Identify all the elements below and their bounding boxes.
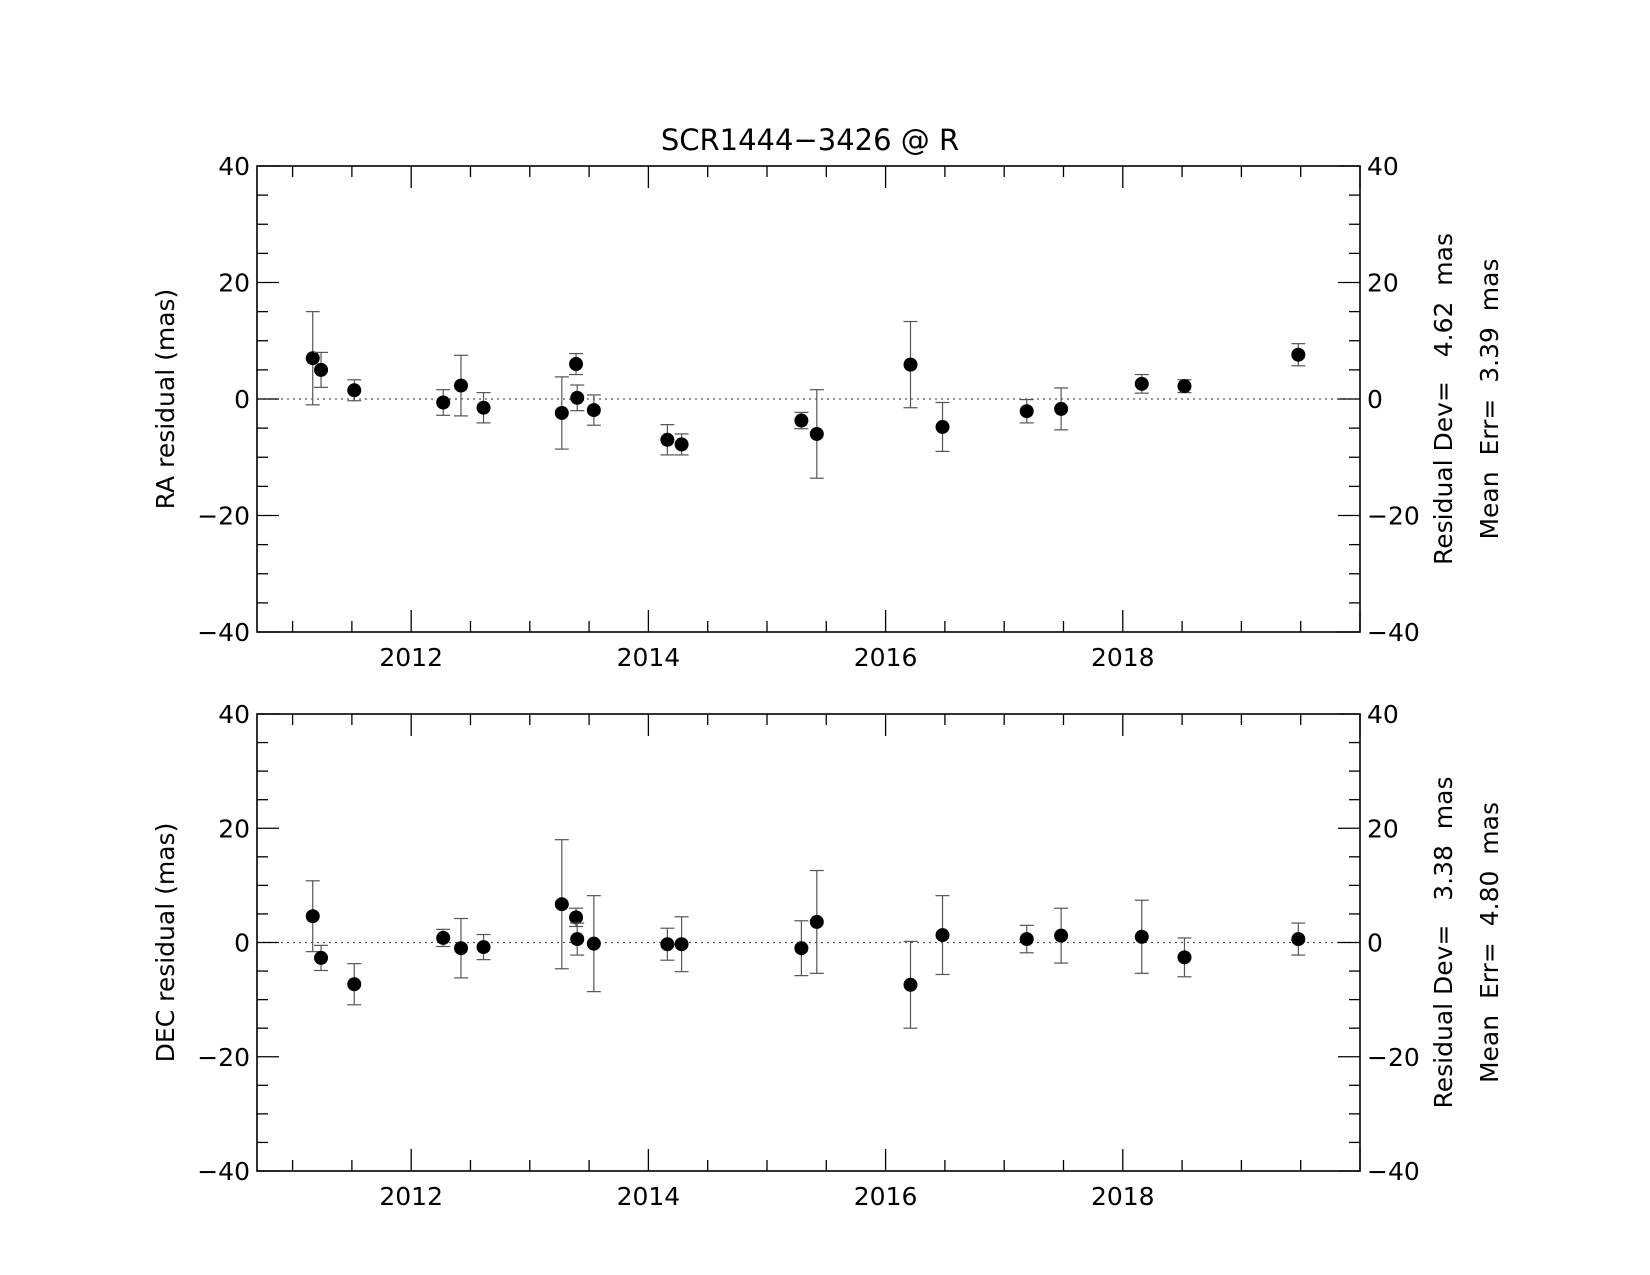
- x-tick-label: 2012: [379, 643, 443, 672]
- y-tick-label-left: 40: [218, 152, 250, 181]
- y-tick-label-right: 20: [1367, 814, 1399, 843]
- mean-err-label: Mean Err= 4.80 mas: [1475, 802, 1504, 1083]
- y-tick-label-left: 40: [218, 700, 250, 729]
- data-point: [1134, 929, 1149, 944]
- data-point: [935, 928, 950, 943]
- data-point: [1291, 932, 1306, 947]
- y-tick-label-left: −40: [197, 1157, 250, 1186]
- data-point: [554, 405, 569, 420]
- data-point: [554, 897, 569, 912]
- y-axis-label: RA residual (mas): [151, 289, 180, 510]
- x-tick-label: 2014: [617, 643, 681, 672]
- mean-err-label: Mean Err= 3.39 mas: [1475, 258, 1504, 539]
- data-point: [436, 930, 451, 945]
- data-point: [935, 419, 950, 434]
- data-point: [569, 357, 584, 372]
- data-point: [809, 914, 824, 929]
- y-tick-label-right: 20: [1367, 269, 1399, 298]
- y-tick-label-right: 40: [1367, 700, 1399, 729]
- data-point: [903, 977, 918, 992]
- y-tick-label-left: 0: [234, 929, 250, 958]
- y-axis-label: DEC residual (mas): [151, 823, 180, 1063]
- data-point: [1019, 404, 1034, 419]
- y-tick-label-left: −20: [197, 502, 250, 531]
- data-point: [305, 909, 320, 924]
- y-tick-label-left: −40: [197, 618, 250, 647]
- x-tick-label: 2018: [1091, 1182, 1155, 1211]
- data-point: [1054, 928, 1069, 943]
- figure-title: SCR1444−3426 @ R: [661, 123, 959, 157]
- x-tick-label: 2018: [1091, 643, 1155, 672]
- y-tick-label-right: −20: [1367, 1043, 1420, 1072]
- y-tick-label-left: 0: [234, 385, 250, 414]
- data-point: [453, 941, 468, 956]
- data-point: [903, 357, 918, 372]
- data-point: [347, 977, 362, 992]
- residual-dev-label: Residual Dev= 4.62 mas: [1429, 233, 1458, 565]
- data-point: [436, 395, 451, 410]
- data-point: [570, 390, 585, 405]
- y-tick-label-right: −40: [1367, 1157, 1420, 1186]
- y-tick-label-right: −40: [1367, 618, 1420, 647]
- data-point: [314, 362, 329, 377]
- y-tick-label-left: 20: [218, 814, 250, 843]
- data-point: [1177, 379, 1192, 394]
- x-tick-label: 2012: [379, 1182, 443, 1211]
- data-point: [1019, 932, 1034, 947]
- y-tick-label-right: 40: [1367, 152, 1399, 181]
- x-tick-label: 2014: [617, 1182, 681, 1211]
- data-point: [305, 351, 320, 366]
- data-point: [476, 400, 491, 415]
- data-point: [586, 936, 601, 951]
- data-point: [314, 950, 329, 965]
- data-point: [809, 426, 824, 441]
- data-point: [569, 910, 584, 925]
- y-tick-label-left: −20: [197, 1043, 250, 1072]
- data-point: [586, 403, 601, 418]
- data-point: [660, 937, 675, 952]
- data-point: [1291, 347, 1306, 362]
- data-point: [1054, 401, 1069, 416]
- data-point: [1134, 376, 1149, 391]
- x-tick-label: 2016: [854, 1182, 918, 1211]
- dec-residual-panel: 2012 2014 2016 2018 −40 −40 −20 −20 0 0 20 20 40 40 DE…: [151, 700, 1504, 1211]
- data-point: [453, 378, 468, 393]
- y-tick-label-left: 20: [218, 269, 250, 298]
- x-tick-label: 2016: [854, 643, 918, 672]
- data-point: [674, 437, 689, 452]
- y-tick-label-right: −20: [1367, 502, 1420, 531]
- data-point: [347, 383, 362, 398]
- data-point: [570, 932, 585, 947]
- data-point: [794, 941, 809, 956]
- y-tick-label-right: 0: [1367, 929, 1383, 958]
- data-point: [660, 432, 675, 447]
- residual-dev-label: Residual Dev= 3.38 mas: [1429, 777, 1458, 1109]
- data-point: [1177, 950, 1192, 965]
- data-point: [476, 940, 491, 955]
- y-tick-label-right: 0: [1367, 385, 1383, 414]
- ra-residual-panel: 2012 2014 2016 2018 −40 −40 −20 −20 0 0 20 20 40 40 RA…: [151, 152, 1504, 672]
- data-point: [794, 413, 809, 428]
- data-point: [674, 937, 689, 952]
